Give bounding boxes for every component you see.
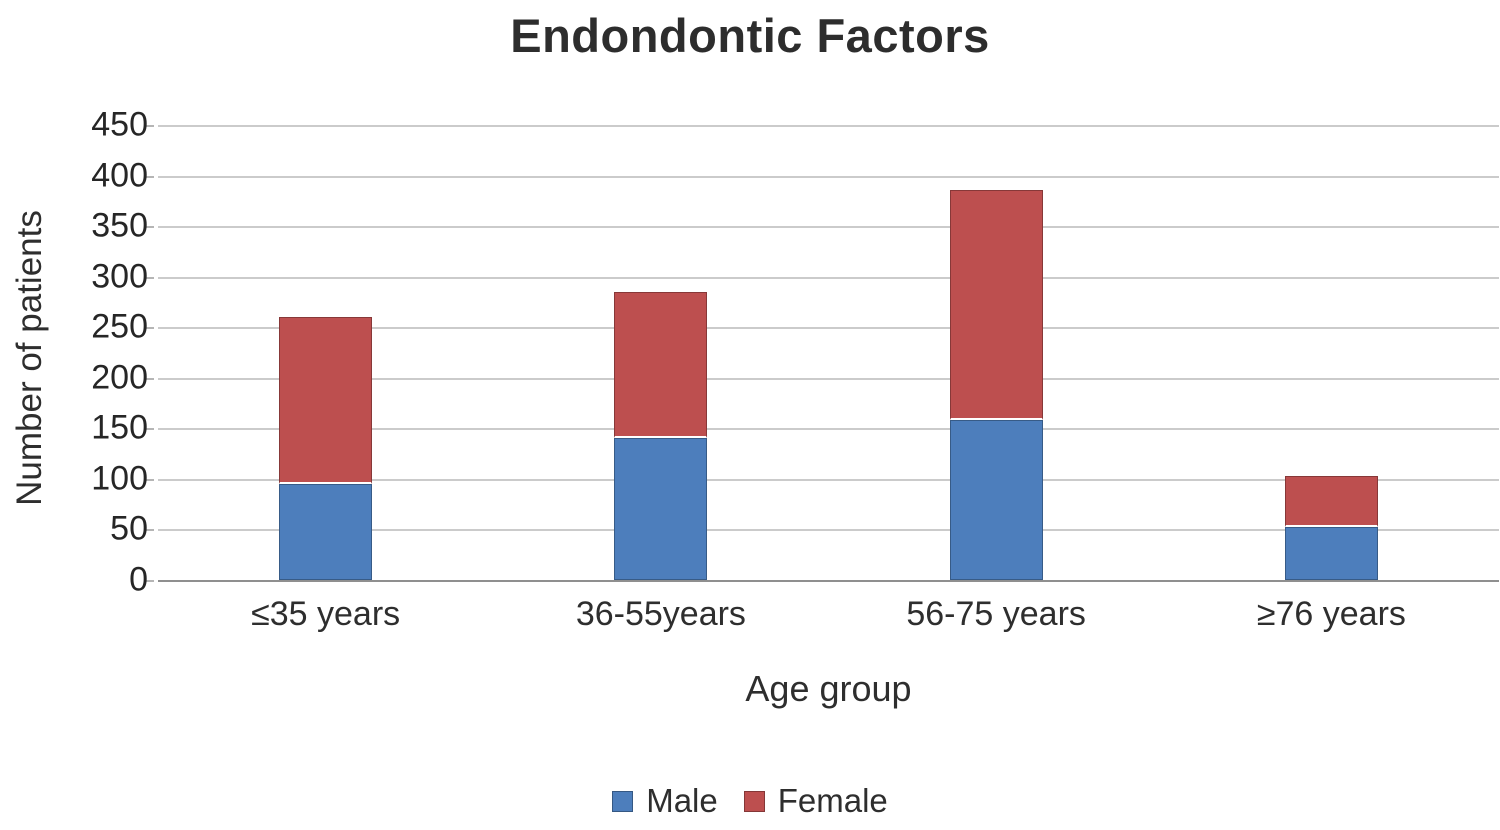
y-tick-label: 250 [91,307,148,346]
y-tick-label: 100 [91,459,148,498]
legend-label: Female [777,782,888,819]
y-tick-mark [144,125,154,127]
y-tick-mark [144,529,154,532]
y-tick-label: 200 [91,358,148,397]
gridline [158,478,1499,481]
chart-title: Endondontic Factors [510,9,990,62]
gridline [158,276,1499,279]
y-tick-label: 150 [91,408,148,447]
y-tick-mark [144,175,154,178]
x-tick-label: ≤35 years [251,595,401,633]
legend-swatch-male [612,790,634,812]
y-tick-label: 300 [91,257,148,296]
x-tick-label: ≥76 years [1256,595,1406,633]
legend-swatch-female [743,790,765,812]
bar-segment-female [1284,475,1378,528]
y-tick-label: 400 [91,156,148,195]
bar-segment-male [1284,527,1378,580]
y-tick-mark [144,377,154,380]
y-tick-mark [144,276,154,279]
x-tick-label: 56-75 years [906,595,1086,633]
bar-segment-female [279,317,373,484]
y-tick-mark [144,327,154,330]
legend-label: Male [646,782,718,819]
plot-area: 0 50 100 150 200 250 300 350 400 450 ≤35 years 36-5… [91,106,1499,633]
y-tick-label: 50 [110,509,148,548]
y-tick-label: 350 [91,206,148,245]
gridline [158,529,1499,532]
gridline [158,125,1499,127]
y-tick-mark [144,428,154,431]
bar-segment-male [949,420,1043,580]
gridline [158,226,1499,229]
gridline [158,175,1499,178]
bar-segment-male [279,483,373,580]
gridline [158,327,1499,330]
bar-segment-female [949,189,1043,421]
x-tick-label: 36-55years [575,595,746,633]
bar-segment-female [614,291,708,439]
bar-segment-male [614,438,708,580]
legend: Male Female [0,782,1500,820]
y-tick-label: 0 [129,560,148,599]
y-tick-mark [144,580,154,582]
y-tick-mark [144,478,154,481]
y-tick-label: 450 [91,105,148,144]
legend-item-male: Male [612,782,718,820]
gridline [158,428,1499,431]
x-axis-line [158,580,1499,582]
gridline [158,377,1499,380]
x-axis-title: Age group [745,668,912,709]
y-tick-mark [144,226,154,229]
legend-item-female: Female [743,782,888,820]
